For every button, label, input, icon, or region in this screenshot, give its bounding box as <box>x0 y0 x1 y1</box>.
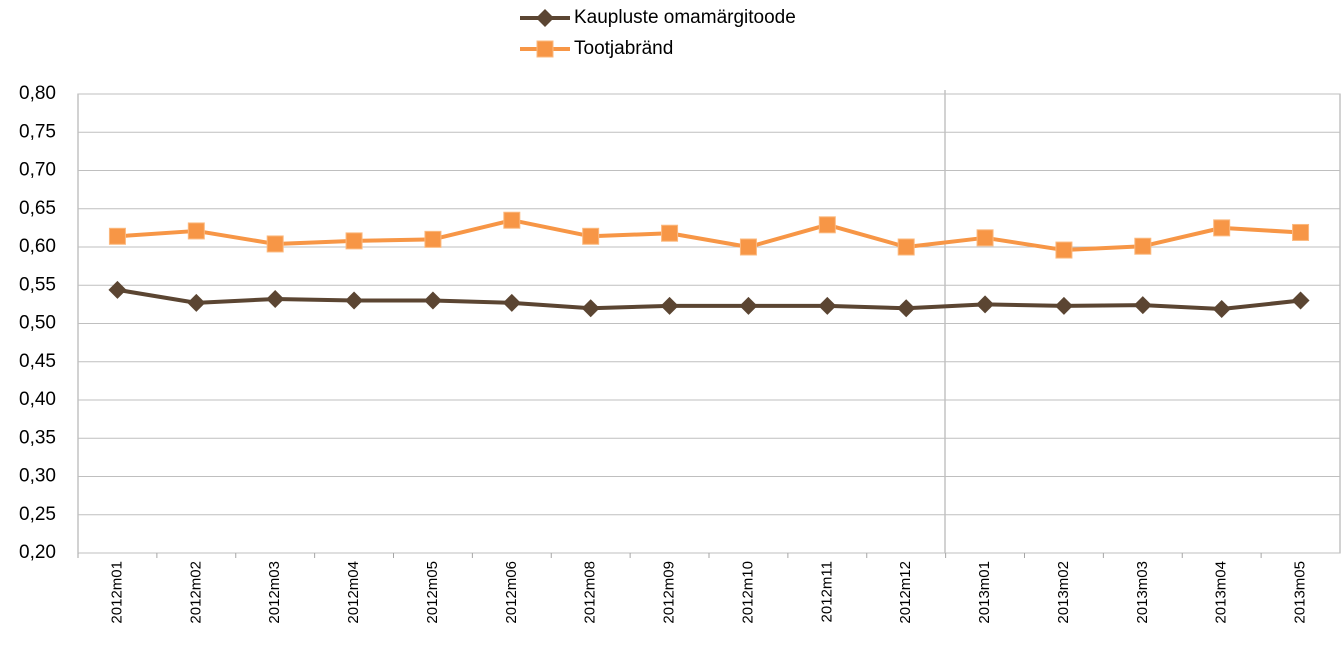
data-point <box>582 227 600 245</box>
data-point <box>1055 241 1073 259</box>
data-point <box>1213 219 1231 237</box>
data-point <box>345 291 364 310</box>
x-tick-label: 2012m05 <box>424 561 441 624</box>
x-tick-label: 2013m04 <box>1213 561 1230 624</box>
data-point <box>976 295 995 314</box>
data-point <box>187 293 206 312</box>
x-tick-label: 2013m03 <box>1134 561 1151 624</box>
data-point <box>345 232 363 250</box>
data-point <box>818 216 836 234</box>
data-point <box>1292 223 1310 241</box>
y-tick-label: 0,75 <box>19 121 56 142</box>
x-tick-label: 2012m03 <box>266 561 283 624</box>
data-point <box>1212 299 1231 318</box>
data-point <box>424 230 442 248</box>
data-point <box>1291 291 1310 310</box>
x-tick-label: 2012m06 <box>503 561 520 624</box>
data-point <box>1054 296 1073 315</box>
data-point <box>739 296 758 315</box>
y-tick-label: 0,60 <box>19 236 56 257</box>
x-tick-label: 2013m05 <box>1292 561 1309 624</box>
data-point <box>897 238 915 256</box>
x-tick-label: 2013m01 <box>976 561 993 624</box>
legend-marker <box>536 40 554 58</box>
data-point <box>1134 237 1152 255</box>
series-line <box>117 287 1301 311</box>
x-tick-label: 2012m08 <box>582 561 599 624</box>
data-point <box>976 229 994 247</box>
y-tick-label: 0,70 <box>19 160 56 181</box>
data-point <box>502 293 521 312</box>
data-point <box>818 296 837 315</box>
legend-label: Tootjabränd <box>574 38 673 59</box>
y-tick-label: 0,50 <box>19 313 56 334</box>
data-point <box>108 280 127 299</box>
y-tick-label: 0,55 <box>19 274 56 295</box>
y-tick-label: 0,65 <box>19 198 56 219</box>
data-point <box>739 238 757 256</box>
legend-marker <box>536 9 554 27</box>
data-point <box>266 290 285 309</box>
data-point <box>423 291 442 310</box>
x-tick-label: 2012m04 <box>345 561 362 624</box>
x-tick-label: 2012m12 <box>897 561 914 624</box>
y-tick-label: 0,25 <box>19 504 56 525</box>
x-tick-label: 2012m11 <box>818 561 835 622</box>
x-tick-label: 2013m02 <box>1055 561 1072 624</box>
data-point <box>266 235 284 253</box>
data-point <box>108 227 126 245</box>
x-tick-label: 2012m10 <box>739 561 756 624</box>
x-tick-label: 2012m01 <box>108 561 125 624</box>
series-line <box>117 218 1301 253</box>
legend-label: Kaupluste omamärgitoode <box>574 7 796 28</box>
x-tick-label: 2012m09 <box>661 561 678 624</box>
data-point <box>661 224 679 242</box>
y-tick-label: 0,45 <box>19 351 56 372</box>
y-tick-label: 0,30 <box>19 466 56 487</box>
y-tick-label: 0,20 <box>19 542 56 563</box>
x-tick-label: 2012m02 <box>187 561 204 624</box>
data-point <box>897 299 916 318</box>
data-point <box>581 299 600 318</box>
y-tick-label: 0,35 <box>19 427 56 448</box>
data-point <box>660 296 679 315</box>
data-point <box>503 211 521 229</box>
data-point <box>187 222 205 240</box>
data-point <box>1133 296 1152 315</box>
y-tick-label: 0,80 <box>19 83 56 104</box>
y-tick-label: 0,40 <box>19 389 56 410</box>
